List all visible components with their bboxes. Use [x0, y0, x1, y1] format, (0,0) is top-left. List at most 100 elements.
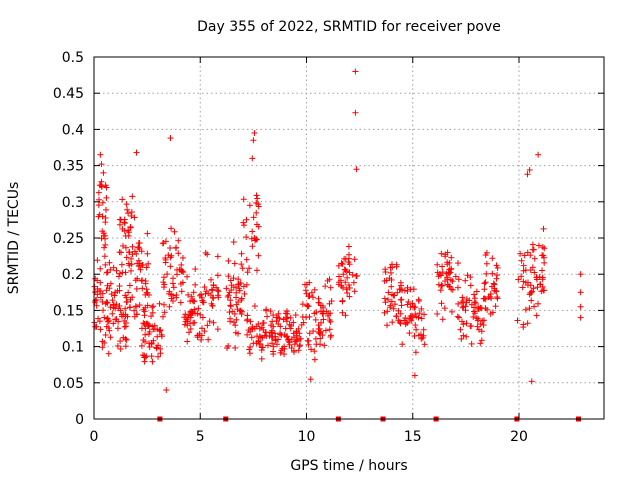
- data-point: [412, 322, 419, 329]
- data-point: [522, 306, 529, 313]
- data-point: [444, 276, 451, 283]
- data-point: [490, 280, 497, 287]
- data-point: [121, 317, 128, 324]
- data-point: [292, 312, 299, 319]
- data-point: [253, 236, 260, 243]
- data-point: [107, 280, 114, 287]
- data-point: [284, 333, 291, 340]
- data-point: [326, 300, 333, 307]
- data-point: [210, 319, 217, 326]
- data-point: [128, 209, 135, 216]
- data-point: [249, 155, 256, 162]
- data-point: [215, 288, 222, 295]
- data-point: [106, 259, 113, 266]
- data-point: [292, 338, 299, 345]
- data-point: [478, 328, 485, 335]
- data-point: [111, 292, 118, 299]
- data-point: [310, 328, 317, 335]
- data-point: [139, 261, 146, 268]
- data-point: [177, 280, 184, 287]
- data-point: [518, 257, 525, 264]
- data-point: [116, 221, 123, 228]
- data-point: [322, 327, 329, 334]
- data-point: [104, 315, 111, 322]
- data-point: [387, 269, 394, 276]
- data-point: [390, 305, 397, 312]
- data-point: [494, 294, 501, 301]
- data-point: [247, 318, 254, 325]
- data-point: [528, 297, 535, 304]
- data-point: [105, 350, 112, 357]
- data-point: [91, 283, 98, 290]
- data-point: [577, 303, 584, 310]
- data-point: [311, 348, 318, 355]
- data-point: [116, 283, 123, 290]
- data-point: [191, 319, 198, 326]
- data-point: [275, 310, 282, 317]
- data-point: [92, 323, 99, 330]
- data-point: [577, 314, 584, 321]
- data-point: [97, 294, 104, 301]
- data-point: [463, 333, 470, 340]
- data-point: [471, 291, 478, 298]
- data-point: [282, 310, 289, 317]
- data-point: [113, 267, 120, 274]
- data-point: [460, 298, 467, 305]
- data-point: [148, 341, 155, 348]
- data-point: [196, 292, 203, 299]
- data-point: [235, 281, 242, 288]
- data-point: [305, 337, 312, 344]
- data-point: [259, 334, 266, 341]
- y-tick-label: 0.05: [53, 376, 84, 392]
- y-tick-label: 0.1: [62, 340, 84, 356]
- data-point: [167, 245, 174, 252]
- data-point: [416, 310, 423, 317]
- data-point: [418, 315, 425, 322]
- data-point: [288, 336, 295, 343]
- data-point: [93, 296, 100, 303]
- data-point: [227, 303, 234, 310]
- data-point: [263, 306, 270, 313]
- data-point: [529, 264, 536, 271]
- data-point: [97, 151, 104, 158]
- data-point: [142, 338, 149, 345]
- data-point: [194, 310, 201, 317]
- data-point: [162, 255, 169, 262]
- data-point: [143, 353, 150, 360]
- data-point: [340, 271, 347, 278]
- data-point: [274, 341, 281, 348]
- data-point: [528, 378, 535, 385]
- data-point: [129, 193, 136, 200]
- data-point: [437, 272, 444, 279]
- data-point: [258, 324, 265, 331]
- data-point: [104, 269, 111, 276]
- data-point: [94, 277, 101, 284]
- data-point: [456, 314, 463, 321]
- data-point: [464, 272, 471, 279]
- data-point: [344, 274, 351, 281]
- data-point: [204, 322, 211, 329]
- data-point: [418, 305, 425, 312]
- data-point: [223, 285, 230, 292]
- data-point: [253, 209, 260, 216]
- data-point: [258, 355, 265, 362]
- data-point: [345, 259, 352, 266]
- data-point: [404, 301, 411, 308]
- x-tick-label: 20: [510, 429, 528, 445]
- data-point: [208, 286, 215, 293]
- data-point: [421, 341, 428, 348]
- data-point: [473, 288, 480, 295]
- data-point: [401, 317, 408, 324]
- data-point: [186, 329, 193, 336]
- data-point: [201, 284, 208, 291]
- data-point: [342, 312, 349, 319]
- data-point: [308, 289, 315, 296]
- data-point: [446, 259, 453, 266]
- data-point: [246, 350, 253, 357]
- data-point: [122, 323, 129, 330]
- data-point: [520, 278, 527, 285]
- data-point: [293, 328, 300, 335]
- data-point: [351, 288, 358, 295]
- data-point: [270, 323, 277, 330]
- data-point: [541, 287, 548, 294]
